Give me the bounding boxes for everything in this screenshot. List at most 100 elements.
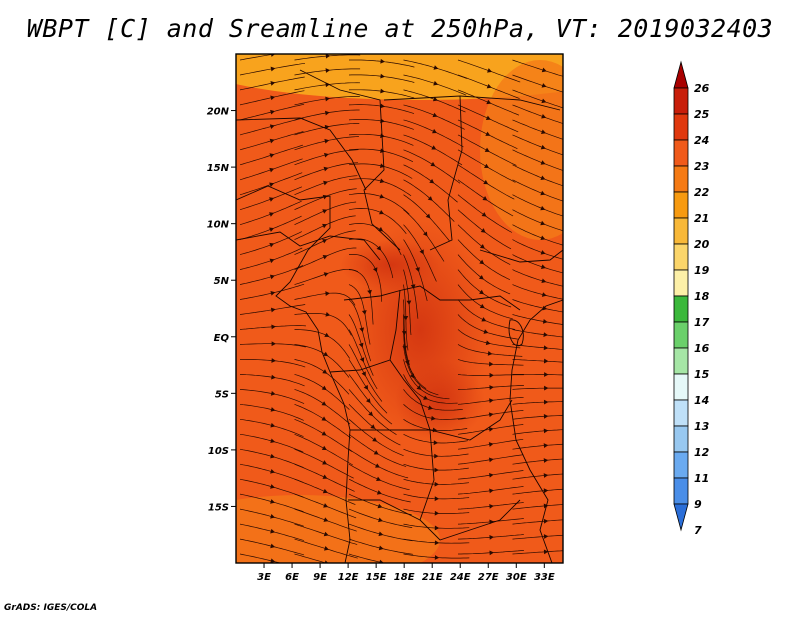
lat-tick-label: 10N [207, 220, 230, 231]
colorbar-top-arrow [673, 60, 689, 89]
streamline-arrow [488, 457, 494, 463]
colorbar-label: 22 [694, 186, 710, 199]
streamline-arrow [489, 372, 494, 378]
border-central-2 [389, 289, 431, 431]
streamline-arrow [376, 490, 382, 495]
longitude-axis: 3E 6E 9E 12E 15E 18E 21E 24E 27E 30E 33E [257, 563, 555, 583]
coastline-west [236, 185, 351, 563]
colorbar-segment [673, 113, 689, 141]
lat-tick-label: 15S [208, 502, 229, 513]
colorbar-label: 7 [694, 524, 702, 537]
streamline-arrow [270, 290, 276, 296]
streamline-arrow [540, 160, 546, 165]
lon-tick-label: 27E [478, 572, 499, 583]
streamline-arrow [434, 555, 440, 560]
streamline-arrow [541, 278, 547, 284]
streamline-arrow [543, 428, 549, 434]
streamline-arrow [376, 245, 382, 251]
streamline-arrow [543, 413, 549, 419]
streamline-arrow [322, 488, 328, 494]
border-north-3 [236, 117, 367, 191]
streamline-arrow [271, 341, 276, 347]
streamline-arrow [361, 310, 367, 315]
streamline-arrow [271, 54, 276, 57]
streamline-arrow [425, 213, 431, 219]
streamline-arrow [322, 474, 328, 479]
streamline-arrow [488, 427, 494, 432]
streamline-arrow [270, 513, 276, 519]
streamline-arrow [324, 110, 330, 116]
colorbar-segment [673, 451, 689, 479]
streamline-arrow [433, 80, 439, 86]
streamline-arrow [359, 327, 365, 333]
streamline-arrow [271, 358, 276, 363]
streamline-arrow [540, 205, 546, 211]
streamline-arrow [433, 440, 439, 446]
streamline-arrow [380, 88, 385, 94]
streamline-arrow [271, 374, 276, 380]
streamline-arrow [486, 99, 492, 105]
streamline-arrow [540, 190, 546, 196]
streamline-arrow [325, 68, 331, 73]
border-south-3 [348, 499, 421, 521]
streamline-arrow [270, 469, 276, 474]
lon-tick-label: 3E [257, 572, 271, 583]
streamline-arrow [543, 399, 549, 405]
streamline-arrow [543, 332, 549, 337]
streamline-arrow [540, 144, 546, 150]
streamline-arrow [428, 405, 433, 410]
colorbar-segment [673, 243, 689, 271]
streamline-arrow [368, 411, 374, 417]
streamline-arrow [409, 373, 415, 379]
streamline-arrow [325, 311, 331, 317]
streamline-arrow [427, 196, 433, 201]
streamline-arrow [325, 291, 330, 296]
streamline-arrow [380, 73, 385, 79]
streamline-arrow [543, 443, 549, 448]
colorbar-segment [673, 191, 689, 219]
colorbar-segment [673, 347, 689, 375]
streamline-arrow [478, 274, 484, 280]
colorbar-label: 17 [694, 316, 710, 329]
border-east-2 [479, 249, 563, 263]
streamline-arrow [380, 103, 385, 109]
streamline-arrow [270, 66, 276, 72]
streamline-arrow [489, 472, 494, 478]
streamline-arrow [269, 242, 275, 248]
streamline-arrow [269, 258, 275, 264]
streamline-arrow [270, 109, 275, 115]
streamline-arrow [432, 112, 438, 118]
streamline-arrow [479, 244, 485, 249]
border-south-2 [419, 429, 521, 541]
streamline-arrow [270, 484, 275, 489]
streamline-arrow [372, 267, 378, 273]
border-north-1 [299, 69, 401, 251]
streamline-arrow [324, 152, 329, 158]
lat-tick-label: 10S [208, 446, 229, 457]
colorbar-label: 11 [694, 472, 709, 485]
colorbar-segment [673, 269, 689, 297]
streamline-arrow [269, 197, 275, 202]
colorbar-label: 19 [694, 264, 710, 277]
streamline-arrow [479, 259, 485, 265]
lon-tick-label: 12E [338, 572, 359, 583]
streamline-arrow [487, 68, 493, 73]
lat-tick-label: 20N [207, 107, 230, 118]
streamline-arrow [434, 481, 440, 487]
streamline-arrow [321, 401, 327, 406]
lon-tick-label: 33E [534, 572, 555, 583]
streamline-arrow [419, 249, 424, 255]
colorbar-segment [673, 295, 689, 323]
streamline-arrow [270, 81, 276, 86]
streamline-arrow [489, 385, 494, 390]
streamline-arrow [322, 209, 328, 214]
streamline-arrow [540, 129, 546, 134]
streamline-arrow [422, 231, 428, 237]
streamline-arrow [324, 332, 330, 337]
streamline-arrow [322, 369, 328, 374]
streamline-arrow [543, 518, 549, 524]
streamline-arrow [543, 534, 549, 539]
streamline-arrow [541, 67, 547, 73]
streamline-arrow [542, 305, 548, 311]
